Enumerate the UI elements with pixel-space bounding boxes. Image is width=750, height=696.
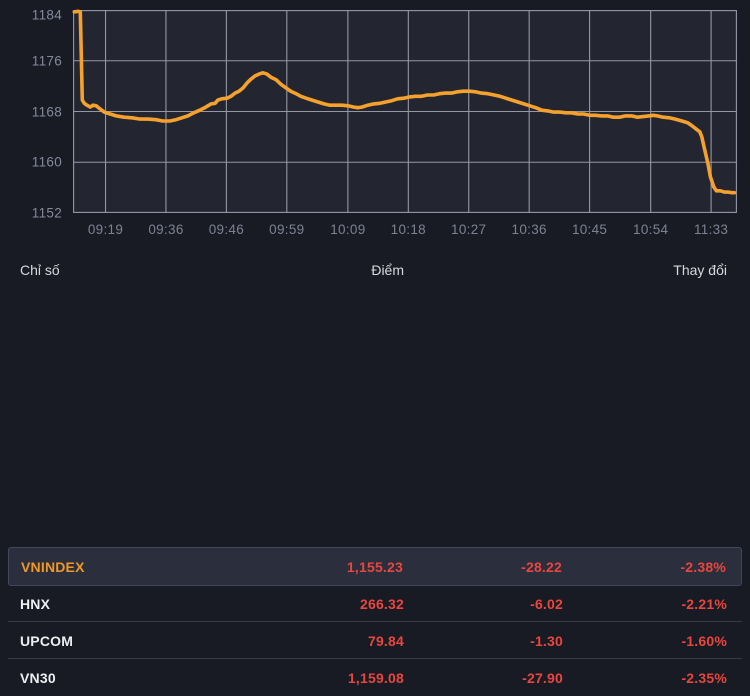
table-row-vnindex[interactable]: VNINDEX 1,155.23 -28.22 -2.38% — [8, 547, 742, 586]
x-tick-label: 09:36 — [148, 222, 184, 237]
x-tick-label: 09:46 — [208, 222, 245, 237]
index-name: HNX — [20, 595, 51, 612]
table-row-upcom[interactable]: UPCOM 79.84 -1.30 -1.60% — [8, 622, 742, 659]
index-name: VNINDEX — [21, 558, 85, 575]
index-name: VN30 — [20, 669, 56, 686]
x-tick-label: 09:19 — [87, 222, 124, 237]
price-chart: 1184 1176 1168 1160 1152 09:19 09:36 09:46 09:5… — [0, 0, 750, 245]
x-axis: 09:19 09:36 09:46 09:59 10:09 10:18 10:27 10:36… — [73, 222, 737, 240]
index-change: -27.90 — [522, 669, 563, 686]
index-points: 266.32 — [359, 595, 404, 612]
index-change: -28.22 — [521, 558, 562, 575]
index-points: 79.84 — [367, 632, 404, 649]
index-change: -6.02 — [530, 595, 563, 612]
chart-svg — [72, 9, 737, 213]
table-row-vn30[interactable]: VN30 1,159.08 -27.90 -2.35% — [8, 659, 742, 696]
x-tick-label: 10:09 — [330, 222, 366, 237]
index-name: UPCOM — [20, 632, 74, 649]
table-row-hnx[interactable]: HNX 266.32 -6.02 -2.21% — [8, 585, 742, 622]
x-tick-label: 11:33 — [693, 222, 729, 237]
x-tick-label: 10:36 — [511, 222, 547, 237]
table-header: Chỉ số Điểm Thay đổi — [0, 262, 750, 280]
plot-area — [72, 9, 737, 213]
index-pct: -2.21% — [681, 595, 727, 612]
index-points: 1,159.08 — [347, 669, 404, 686]
x-tick-label: 10:18 — [390, 222, 426, 237]
y-tick-label: 1168 — [31, 104, 62, 119]
header-change: Thay đổi — [673, 262, 727, 278]
index-pct: -2.35% — [681, 669, 727, 686]
x-tick-label: 10:45 — [571, 222, 608, 237]
x-tick-label: 10:27 — [451, 222, 487, 237]
y-tick-label: 1160 — [31, 154, 62, 170]
index-pct: -1.60% — [681, 632, 727, 649]
header-index: Chỉ số — [20, 262, 60, 278]
index-points: 1,155.23 — [346, 558, 403, 575]
y-tick-label: 1152 — [31, 205, 62, 221]
y-tick-label: 1184 — [31, 7, 62, 23]
x-tick-label: 10:54 — [633, 222, 669, 237]
y-tick-label: 1176 — [31, 53, 62, 69]
index-change: -1.30 — [530, 632, 563, 649]
x-tick-label: 09:59 — [269, 222, 305, 237]
index-table: Chỉ số Điểm Thay đổi VNINDEX 1,155.23 -2… — [0, 250, 750, 686]
y-axis: 1184 1176 1168 1160 1152 — [0, 7, 62, 221]
header-points: Điểm — [371, 262, 404, 278]
index-pct: -2.38% — [680, 558, 726, 575]
